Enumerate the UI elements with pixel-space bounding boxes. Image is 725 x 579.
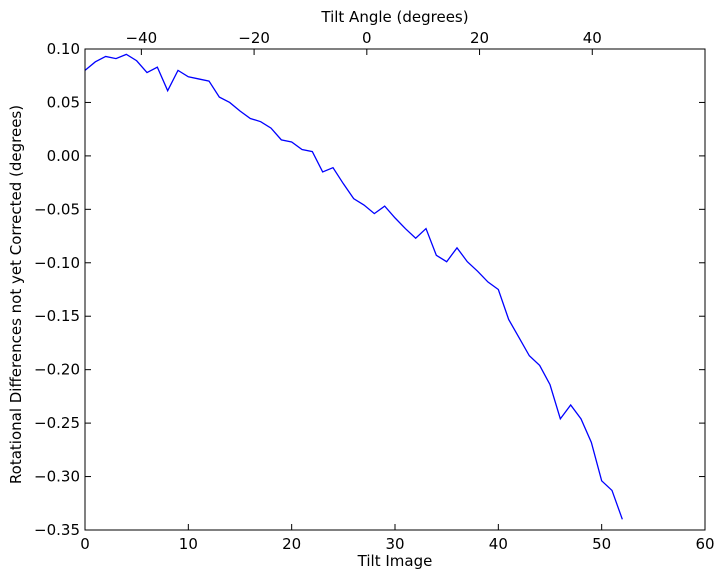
y-tick-label: −0.20: [34, 361, 80, 379]
x-tick-label: 20: [282, 535, 301, 553]
x-axis-title: Tilt Image: [357, 552, 433, 570]
x-tick-label: 10: [179, 535, 198, 553]
y-tick-label: −0.15: [34, 307, 80, 325]
y-tick-label: −0.25: [34, 414, 80, 432]
y-tick-label: −0.10: [34, 254, 80, 272]
y-tick-label: −0.35: [34, 521, 80, 539]
y-tick-label: −0.05: [34, 200, 80, 218]
top-x-axis-title: Tilt Angle (degrees): [320, 8, 468, 26]
series-line-0: [84, 53, 623, 520]
plot-frame: [84, 48, 706, 531]
top-x-tick-label: −20: [238, 29, 270, 47]
x-tick-label: 30: [385, 535, 404, 553]
y-axis-title: Rotational Differences not yet Corrected…: [7, 105, 25, 484]
y-tick-label: 0.00: [47, 147, 80, 165]
x-tick-label: 40: [489, 535, 508, 553]
y-tick-label: 0.10: [47, 40, 80, 58]
top-x-tick-label: −40: [126, 29, 158, 47]
axis-ticks: [84, 48, 706, 531]
x-tick-label: 60: [695, 535, 714, 553]
y-tick-label: −0.30: [34, 468, 80, 486]
plot-area: [84, 48, 706, 531]
top-x-tick-label: 40: [583, 29, 602, 47]
top-x-tick-label: 0: [362, 29, 372, 47]
tick-labels: 0 10 20 30 40 50 60 −40 −20 0 20 40 0.10 0.05 0.00 −0.0…: [34, 29, 715, 553]
y-tick-label: 0.05: [47, 93, 80, 111]
x-tick-label: 0: [80, 535, 90, 553]
top-x-tick-label: 20: [470, 29, 489, 47]
x-tick-label: 50: [592, 535, 611, 553]
